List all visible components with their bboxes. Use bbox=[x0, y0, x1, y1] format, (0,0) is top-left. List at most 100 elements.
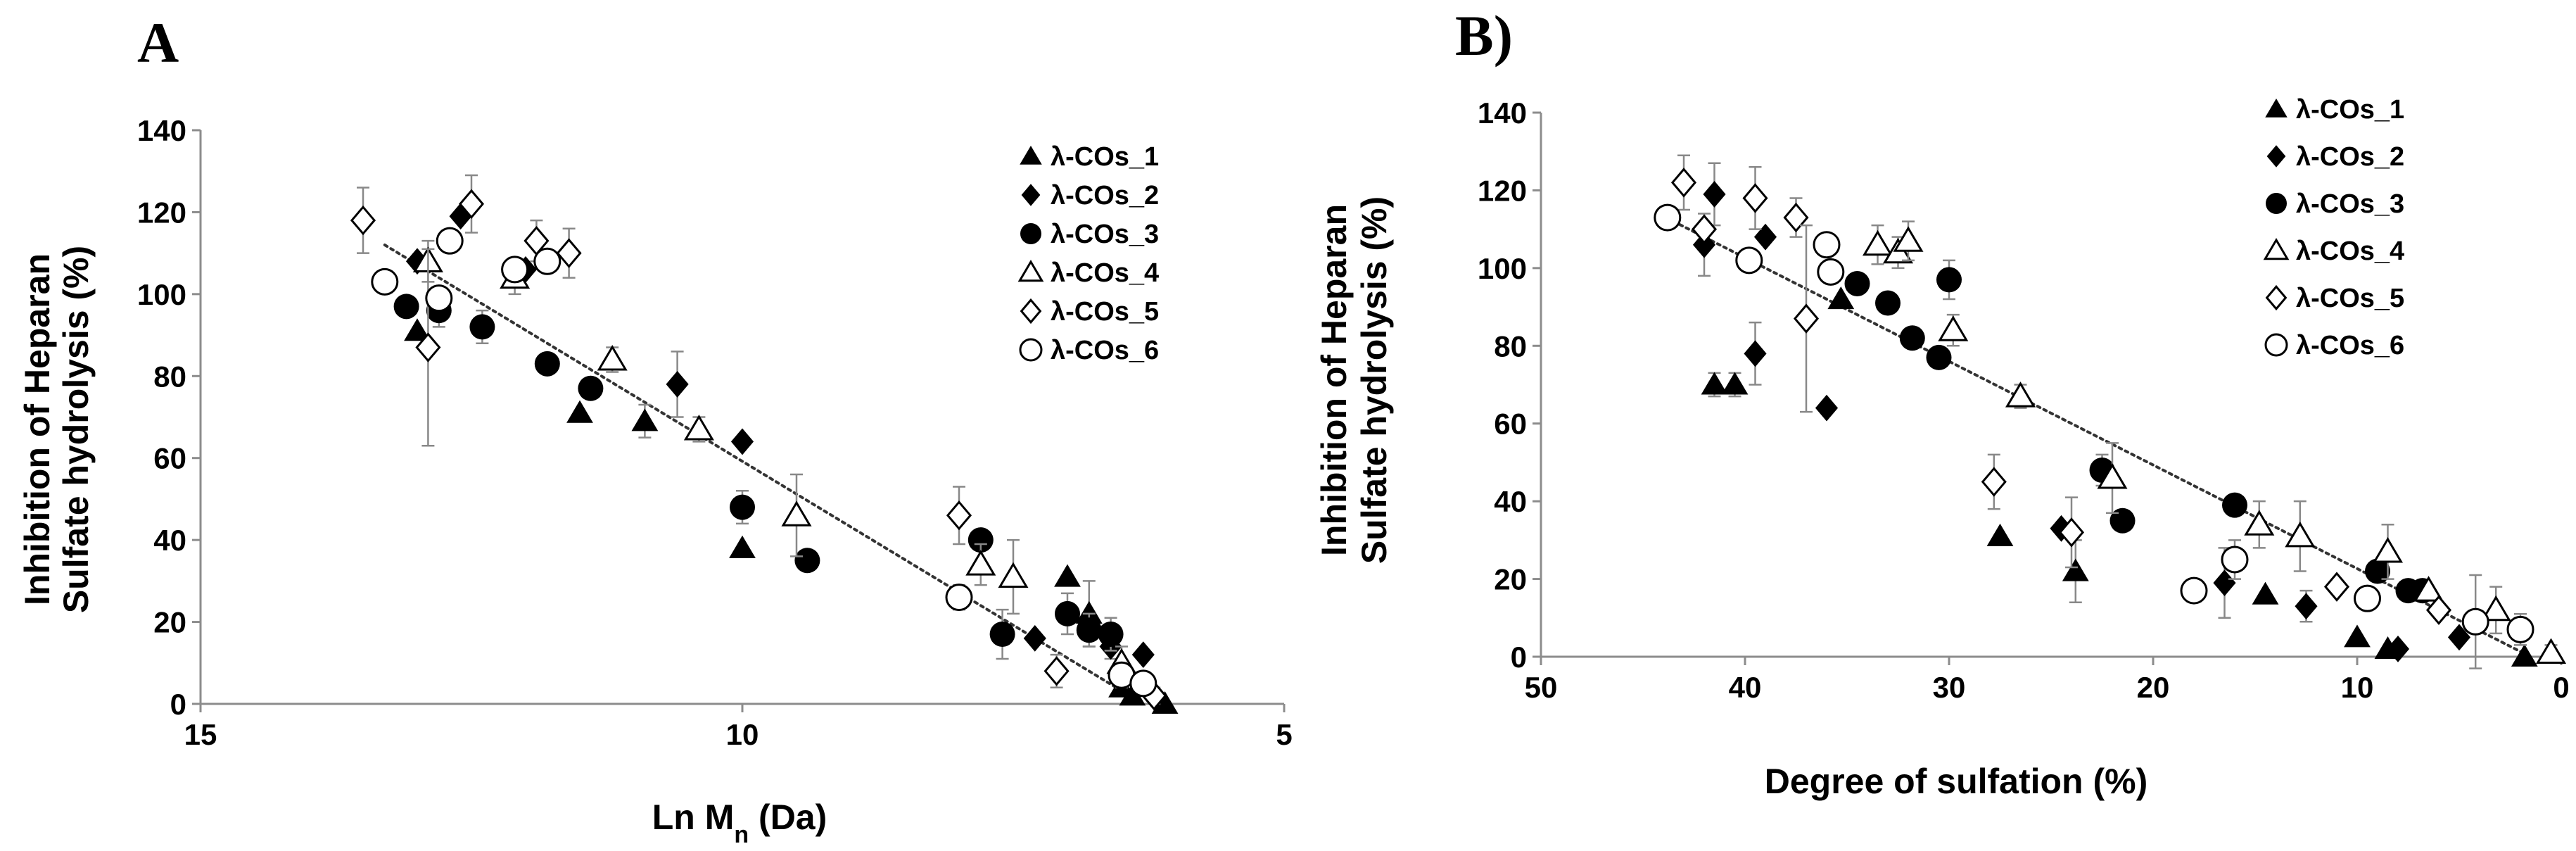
legend-item: λ-COs_1 bbox=[2265, 95, 2404, 125]
data-point-marker bbox=[578, 375, 604, 401]
series-λ-COs_4 bbox=[1862, 220, 2567, 664]
data-point-marker bbox=[967, 527, 994, 553]
legend-label: λ-COs_5 bbox=[2296, 284, 2404, 313]
y-tick-label: 80 bbox=[153, 360, 186, 393]
legend-item: λ-COs_2 bbox=[2266, 142, 2404, 172]
data-point-marker bbox=[1817, 258, 1845, 286]
x-tick-label: 30 bbox=[1933, 671, 1966, 704]
data-point-marker bbox=[2264, 333, 2288, 357]
data-point-marker bbox=[2265, 99, 2288, 118]
data-point-marker bbox=[2221, 546, 2249, 574]
data-point-marker bbox=[781, 500, 812, 527]
trendline bbox=[383, 244, 1145, 705]
series-λ-COs_6 bbox=[371, 227, 1157, 698]
legend: λ-COs_1 λ-COs_2 λ-COs_3 λ-COs_4 λ-COs_5 λ-COs… bbox=[2263, 95, 2404, 360]
data-point-marker bbox=[2344, 624, 2371, 648]
data-point-marker bbox=[1055, 600, 1080, 626]
data-point-marker bbox=[1043, 656, 1070, 686]
x-tick-label: 50 bbox=[1525, 671, 1558, 704]
data-point-marker bbox=[1899, 325, 1925, 351]
data-point-marker bbox=[1076, 617, 1102, 643]
data-point-marker bbox=[1020, 146, 1042, 165]
x-tick-label: 20 bbox=[2137, 671, 2170, 704]
data-point-marker bbox=[683, 415, 714, 441]
data-point-marker bbox=[2058, 517, 2085, 548]
y-axis-title: Inhibition of Heparan Sulfate hydrolysis… bbox=[1314, 196, 1394, 564]
data-point-marker bbox=[729, 535, 756, 558]
x-tick-label: 15 bbox=[184, 718, 217, 751]
data-point-marker bbox=[2062, 558, 2089, 581]
data-point-marker bbox=[1023, 624, 1046, 652]
legend-item: λ-COs_3 bbox=[1020, 220, 1159, 249]
data-point-marker bbox=[2265, 284, 2288, 311]
data-point-marker bbox=[1936, 267, 1962, 293]
x-tick-label: 40 bbox=[1729, 671, 1762, 704]
data-point-marker bbox=[1793, 303, 1820, 334]
legend-label: λ-COs_6 bbox=[2296, 331, 2404, 360]
data-point-marker bbox=[533, 247, 561, 275]
data-point-marker bbox=[1020, 298, 1042, 324]
data-point-marker bbox=[501, 256, 529, 284]
y-tick-label: 80 bbox=[1494, 329, 1527, 363]
legend-label: λ-COs_5 bbox=[1051, 297, 1159, 327]
data-point-marker bbox=[1054, 564, 1081, 587]
data-point-marker bbox=[1926, 344, 1952, 370]
data-point-marker bbox=[2295, 593, 2318, 620]
y-tick-label: 60 bbox=[1494, 408, 1527, 441]
y-axis-title-line-2: Sulfate hydrolysis (%) bbox=[1354, 196, 1394, 564]
legend-label: λ-COs_1 bbox=[2296, 95, 2404, 125]
y-axis-title-line-1: Inhibition of Heparan bbox=[18, 253, 57, 605]
data-point-marker bbox=[2425, 595, 2452, 625]
panel-b: B) Inhibition of Heparan Sulfate hydroly… bbox=[1314, 4, 2570, 801]
data-point-marker bbox=[989, 622, 1015, 648]
data-point-marker bbox=[2323, 572, 2350, 602]
data-point-marker bbox=[1753, 223, 1777, 251]
data-point-marker bbox=[1020, 223, 1041, 244]
x-tick-label: 0 bbox=[2553, 671, 2569, 704]
y-tick-label: 20 bbox=[1494, 563, 1527, 596]
data-point-marker bbox=[2511, 644, 2538, 667]
legend-label: λ-COs_3 bbox=[1051, 220, 1159, 249]
data-point-marker bbox=[1862, 229, 1893, 256]
data-point-marker bbox=[1692, 231, 1716, 258]
series-λ-COs_1 bbox=[404, 318, 1179, 714]
data-point-marker bbox=[2372, 536, 2404, 563]
data-point-marker bbox=[1813, 231, 1841, 259]
data-point-marker bbox=[2180, 576, 2208, 605]
data-point-marker bbox=[2480, 595, 2511, 622]
y-tick-label: 120 bbox=[1478, 174, 1527, 207]
x-tick-label: 10 bbox=[726, 718, 759, 751]
y-tick-label: 40 bbox=[1494, 485, 1527, 518]
y-tick-label: 40 bbox=[153, 524, 186, 557]
data-point-marker bbox=[1721, 372, 1749, 395]
legend-label: λ-COs_2 bbox=[1051, 181, 1159, 210]
y-axis-title: Inhibition of Heparan Sulfate hydrolysis… bbox=[18, 246, 96, 613]
data-point-marker bbox=[404, 318, 431, 341]
data-point-marker bbox=[965, 550, 996, 576]
data-point-marker bbox=[1098, 622, 1124, 648]
y-tick-label: 140 bbox=[137, 114, 186, 147]
data-point-marker bbox=[1654, 203, 1682, 232]
data-point-marker bbox=[2005, 382, 2036, 408]
data-point-marker bbox=[2244, 510, 2275, 536]
legend-item: λ-COs_5 bbox=[1020, 297, 1159, 327]
x-axis-title: Ln Mn (Da) bbox=[652, 798, 827, 848]
data-point-marker bbox=[1151, 691, 1179, 714]
data-point-marker bbox=[350, 205, 376, 236]
panel-a: A Inhibition of Heparan Sulfate hydrolys… bbox=[18, 11, 1293, 848]
data-point-marker bbox=[946, 500, 972, 531]
data-point-marker bbox=[1131, 641, 1155, 669]
y-axis-title-line-1: Inhibition of Heparan bbox=[1314, 204, 1354, 556]
y-tick-label: 0 bbox=[170, 688, 186, 721]
y-tick-label: 100 bbox=[1478, 252, 1527, 285]
legend-label: λ-COs_6 bbox=[1051, 336, 1159, 365]
data-point-marker bbox=[371, 267, 399, 296]
legend-item: λ-COs_3 bbox=[2266, 189, 2404, 219]
data-point-marker bbox=[730, 494, 755, 520]
legend-label: λ-COs_2 bbox=[2296, 142, 2404, 172]
plot-area: 0 20 40 60 80 100 120 140 15 10 5 bbox=[137, 114, 1293, 751]
series-λ-COs_2 bbox=[1692, 162, 2471, 662]
data-point-marker bbox=[469, 314, 495, 340]
